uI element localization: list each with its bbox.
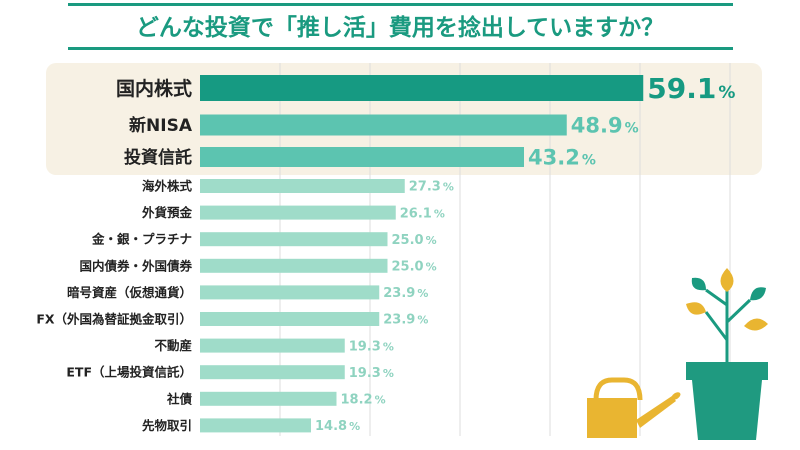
category-label: 投資信託 — [124, 147, 192, 168]
category-label: ETF（上場投資信託） — [66, 365, 192, 380]
category-label: 新NISA — [129, 115, 193, 136]
title-rule-bottom — [68, 47, 733, 50]
category-label: FX（外国為替証拠金取引） — [36, 312, 192, 327]
category-label: 社債 — [166, 391, 193, 406]
value-label: 19.3% — [349, 339, 394, 354]
bar — [200, 179, 405, 193]
bar — [200, 75, 644, 101]
category-label: 国内債券・外国債券 — [79, 258, 192, 273]
value-label: 18.2% — [341, 392, 386, 407]
decoration — [587, 268, 768, 440]
bar — [200, 285, 380, 300]
category-label: 不動産 — [154, 338, 192, 353]
flower-pot-icon — [686, 362, 768, 440]
bar — [200, 312, 380, 326]
value-label: 27.3% — [409, 180, 454, 195]
category-label: 海外株式 — [142, 179, 193, 194]
value-label: 23.9% — [383, 286, 428, 301]
bar — [200, 205, 396, 220]
bars: 国内株式 59.1 %新NISA 48.9 %投資信託 43.2 %海外株式 27.3 %外貨預… — [36, 72, 735, 434]
bar — [200, 258, 388, 273]
category-label: 国内株式 — [116, 77, 192, 100]
bar — [200, 147, 524, 167]
category-label: 先物取引 — [142, 418, 192, 433]
category-label: 外貨預金 — [141, 205, 193, 220]
chart-title: どんな投資で「推し活」費用を捻出していますか？ — [136, 14, 664, 41]
bar — [200, 391, 337, 406]
value-label: 26.1% — [400, 206, 445, 221]
category-label: 金・銀・プラチナ — [91, 232, 192, 247]
bar — [200, 365, 345, 380]
title-rule-top — [68, 3, 733, 6]
bar — [200, 418, 311, 433]
plant-icon — [686, 268, 768, 362]
value-label: 19.3% — [349, 366, 394, 381]
value-label: 25.0% — [392, 233, 437, 248]
value-label: 23.9% — [383, 313, 428, 328]
category-label: 暗号資産（仮想通貨） — [67, 285, 192, 300]
bar — [200, 232, 388, 247]
value-label: 25.0% — [392, 259, 437, 274]
watering-can-icon — [587, 377, 681, 438]
bar — [200, 114, 567, 136]
value-label: 14.8% — [315, 419, 360, 434]
value-label: 59.1% — [647, 72, 735, 105]
bar — [200, 338, 345, 353]
